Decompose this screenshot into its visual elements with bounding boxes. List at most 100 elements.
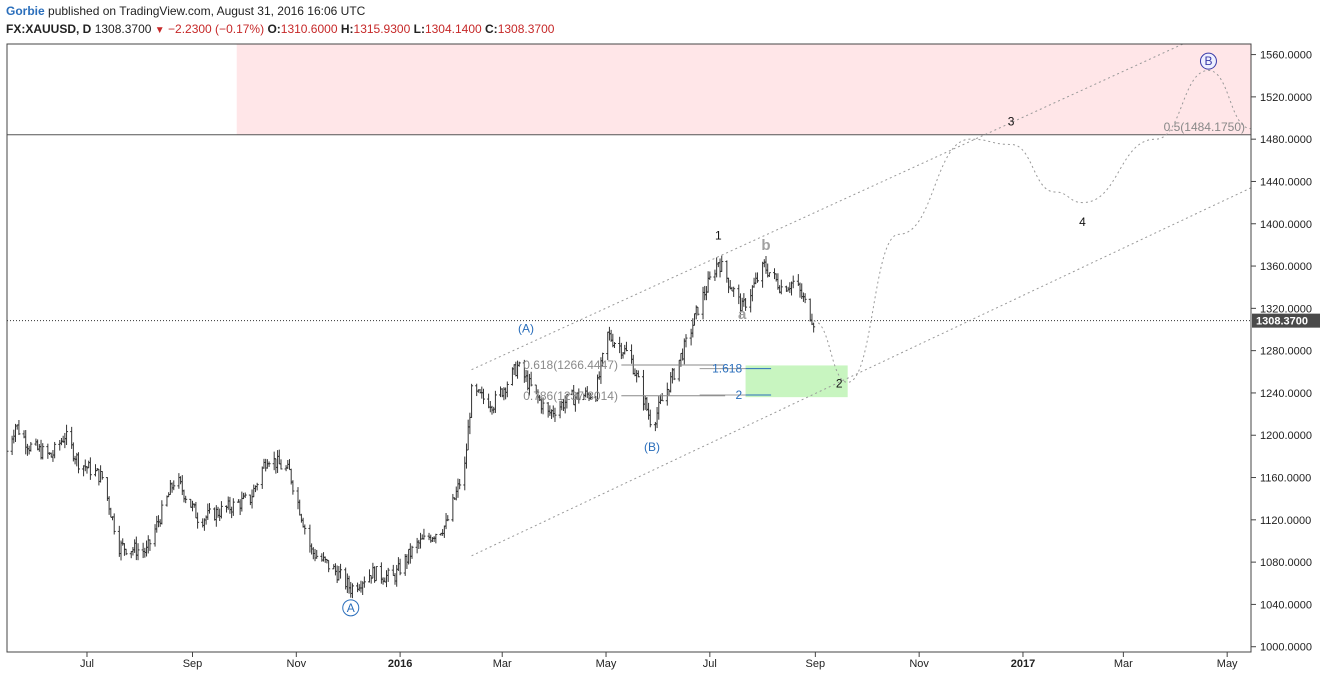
ohlc-bar <box>371 562 375 579</box>
price-change: −2.2300 (−0.17%) <box>168 22 265 36</box>
ohlc-bar <box>810 313 814 326</box>
y-tick-label: 1480.0000 <box>1260 134 1312 146</box>
wave-label: b <box>761 237 770 254</box>
wave-label: (B) <box>644 440 660 454</box>
ohlc-bar <box>672 368 676 381</box>
ohlc-bar <box>407 548 411 565</box>
ohlc-bar <box>682 338 686 365</box>
down-arrow-icon: ▼ <box>154 25 165 36</box>
ohlc-bar <box>744 298 748 311</box>
ohlc-bar <box>148 539 152 551</box>
ohlc-bar <box>432 536 436 542</box>
x-tick-label: Mar <box>493 658 512 670</box>
ohlc-bar <box>252 484 256 498</box>
ohlc-bar <box>665 382 669 406</box>
ohlc-bar <box>65 424 69 446</box>
y-tick-label: 1400.0000 <box>1260 219 1312 231</box>
ohlc-bar <box>444 513 448 530</box>
ohlc-bar <box>184 495 188 504</box>
ohlc-bar <box>442 525 446 538</box>
wave-label-text: 4 <box>1079 215 1086 229</box>
ohlc-bar <box>415 537 419 554</box>
fib-0-5-label: 0.5(1484.1750) <box>1164 120 1245 134</box>
ohlc-bar <box>97 468 101 486</box>
wave-circle <box>342 599 360 617</box>
ohlc-bar <box>589 393 593 400</box>
ohlc-bar <box>333 563 337 576</box>
ohlc-bar <box>454 486 458 501</box>
ohlc-bar <box>727 277 731 294</box>
ohlc-bar <box>156 515 160 528</box>
ohlc-bar <box>255 482 259 491</box>
ohlc-bar <box>558 400 562 419</box>
ohlc-bar <box>395 564 399 587</box>
ohlc-bar <box>648 409 652 428</box>
ohlc-bar <box>296 487 300 510</box>
ohlc-bar <box>548 405 552 416</box>
symbol-label[interactable]: FX:XAUUSD, D <box>6 22 92 36</box>
ohlc-bar <box>750 285 754 302</box>
high-value: 1315.9300 <box>353 22 411 36</box>
ohlc-bar <box>182 489 186 503</box>
ohlc-bar <box>704 286 708 301</box>
ohlc-bar <box>669 372 673 393</box>
ohlc-bar <box>684 334 688 348</box>
author-link[interactable]: Gorbie <box>6 4 45 18</box>
ohlc-bar <box>703 285 707 301</box>
fib-extension-label: 2 <box>735 388 742 402</box>
ohlc-bar <box>250 489 254 509</box>
ohlc-bar <box>379 562 383 584</box>
ohlc-bar <box>51 449 55 462</box>
ohlc-bar <box>468 412 472 435</box>
resistance-zone <box>236 44 1251 135</box>
ohlc-bar <box>298 499 302 516</box>
y-tick-label: 1560.0000 <box>1260 50 1312 62</box>
ohlc-bar <box>240 491 244 512</box>
ohlc-bar <box>362 576 366 588</box>
ohlc-bar <box>359 580 363 593</box>
ohlc-bar <box>749 289 753 313</box>
ohlc-bar <box>287 459 291 471</box>
ohlc-bar <box>408 543 412 564</box>
fib-retracement-label: 0.786(1237.3014) <box>523 389 618 403</box>
ohlc-bar <box>201 518 205 528</box>
wave-label-text: b <box>761 237 770 254</box>
y-tick-label: 1320.0000 <box>1260 303 1312 315</box>
ohlc-bar <box>466 419 470 451</box>
ohlc-bar <box>214 505 218 527</box>
ohlc-bar <box>208 503 212 514</box>
ohlc-bar <box>808 298 812 322</box>
ohlc-bar <box>262 458 266 469</box>
ohlc-bar <box>303 524 307 535</box>
ohlc-bar <box>248 494 252 506</box>
ohlc-bar <box>88 457 92 480</box>
ohlc-bar <box>670 368 674 384</box>
ohlc-bar <box>180 475 184 496</box>
ohlc-bar <box>725 260 729 283</box>
ohlc-bar <box>194 501 198 519</box>
ohlc-bar <box>109 507 113 518</box>
wave-label: 4 <box>1079 215 1086 229</box>
ohlc-bar <box>512 364 516 376</box>
ohlc-bar <box>238 499 242 516</box>
ohlc-bar <box>267 461 271 467</box>
ohlc-bar <box>315 549 319 559</box>
ohlc-bar <box>475 383 479 397</box>
ohlc-bar <box>764 256 768 274</box>
target-zone <box>745 365 848 398</box>
ohlc-bar <box>546 402 550 418</box>
y-tick-label: 1080.0000 <box>1260 557 1312 569</box>
ohlc-bar <box>384 570 388 588</box>
ohlc-bar <box>386 567 390 582</box>
ohlc-bar <box>597 371 601 380</box>
fib-extension-label: 1.618 <box>712 362 742 376</box>
ohlc-bar <box>398 558 402 576</box>
ohlc-bar <box>25 443 29 456</box>
ohlc-bar <box>623 344 627 355</box>
ohlc-bar <box>335 565 339 584</box>
ohlc-bar <box>516 360 520 379</box>
ohlc-bar <box>755 272 759 283</box>
ohlc-bar <box>458 478 462 490</box>
x-tick-label: Sep <box>806 658 826 670</box>
